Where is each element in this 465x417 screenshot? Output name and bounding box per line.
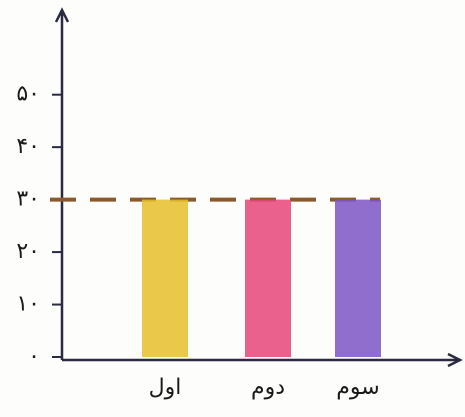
x-tick-label: سوم xyxy=(336,375,379,400)
x-axis xyxy=(62,352,463,368)
bar xyxy=(245,199,291,357)
x-tick-label: اول xyxy=(149,375,182,400)
y-tick-label: ۰ xyxy=(28,344,40,369)
y-tick-label: ۲۰ xyxy=(16,239,40,264)
x-tick-label: دوم xyxy=(251,375,285,400)
y-tick-label: ۳۰ xyxy=(16,187,40,212)
bar xyxy=(142,199,188,357)
y-tick-label: ۴۰ xyxy=(16,134,40,159)
y-tick-label: ۵۰ xyxy=(16,82,40,107)
bar xyxy=(335,199,381,357)
y-tick-label: ۱۰ xyxy=(16,292,40,317)
y-axis xyxy=(54,7,70,360)
